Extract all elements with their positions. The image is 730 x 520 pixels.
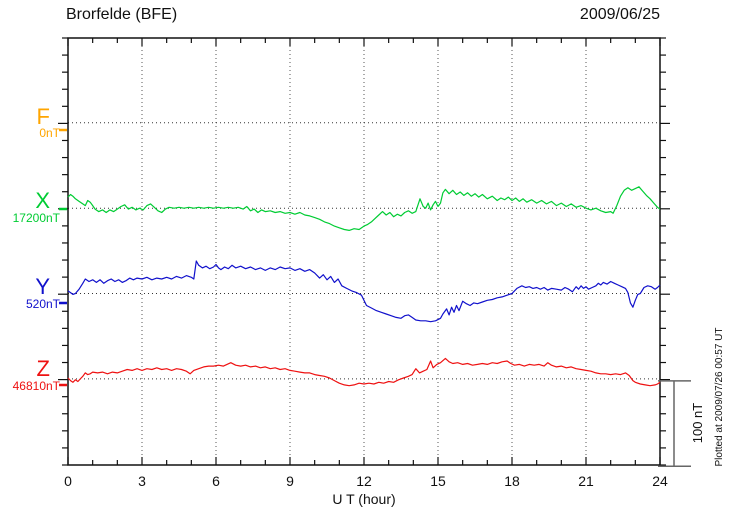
- component-label-Z: Z: [36, 356, 50, 381]
- x-tick-label: 6: [212, 473, 220, 489]
- trace-Z: [67, 357, 661, 387]
- x-tick-label: 18: [504, 473, 520, 489]
- component-label-F: F: [36, 104, 50, 129]
- component-label-X: X: [35, 188, 50, 213]
- trace-X: [67, 186, 661, 231]
- plotted-timestamp-note: Plotted at 2009/07/26 00:57 UT: [713, 327, 725, 467]
- scale-bar-label: 100 nT: [689, 402, 705, 444]
- x-axis-title: U T (hour): [332, 491, 396, 507]
- x-tick-label: 0: [64, 473, 72, 489]
- component-value-F: 0nT: [39, 126, 60, 140]
- x-tick-label: 15: [430, 473, 446, 489]
- x-tick-label: 21: [578, 473, 594, 489]
- x-tick-label: 24: [652, 473, 668, 489]
- component-value-Z: 46810nT: [12, 379, 60, 393]
- plot-frame: [67, 37, 661, 466]
- x-tick-label: 9: [286, 473, 294, 489]
- page-title: Brorfelde (BFE): [66, 6, 178, 23]
- trace-Y: [67, 260, 661, 323]
- x-tick-label: 12: [356, 473, 372, 489]
- component-value-Y: 520nT: [25, 297, 60, 311]
- date-label: 2009/06/25: [579, 6, 660, 23]
- component-value-X: 17200nT: [12, 211, 60, 225]
- x-tick-label: 3: [138, 473, 146, 489]
- component-label-Y: Y: [35, 274, 50, 299]
